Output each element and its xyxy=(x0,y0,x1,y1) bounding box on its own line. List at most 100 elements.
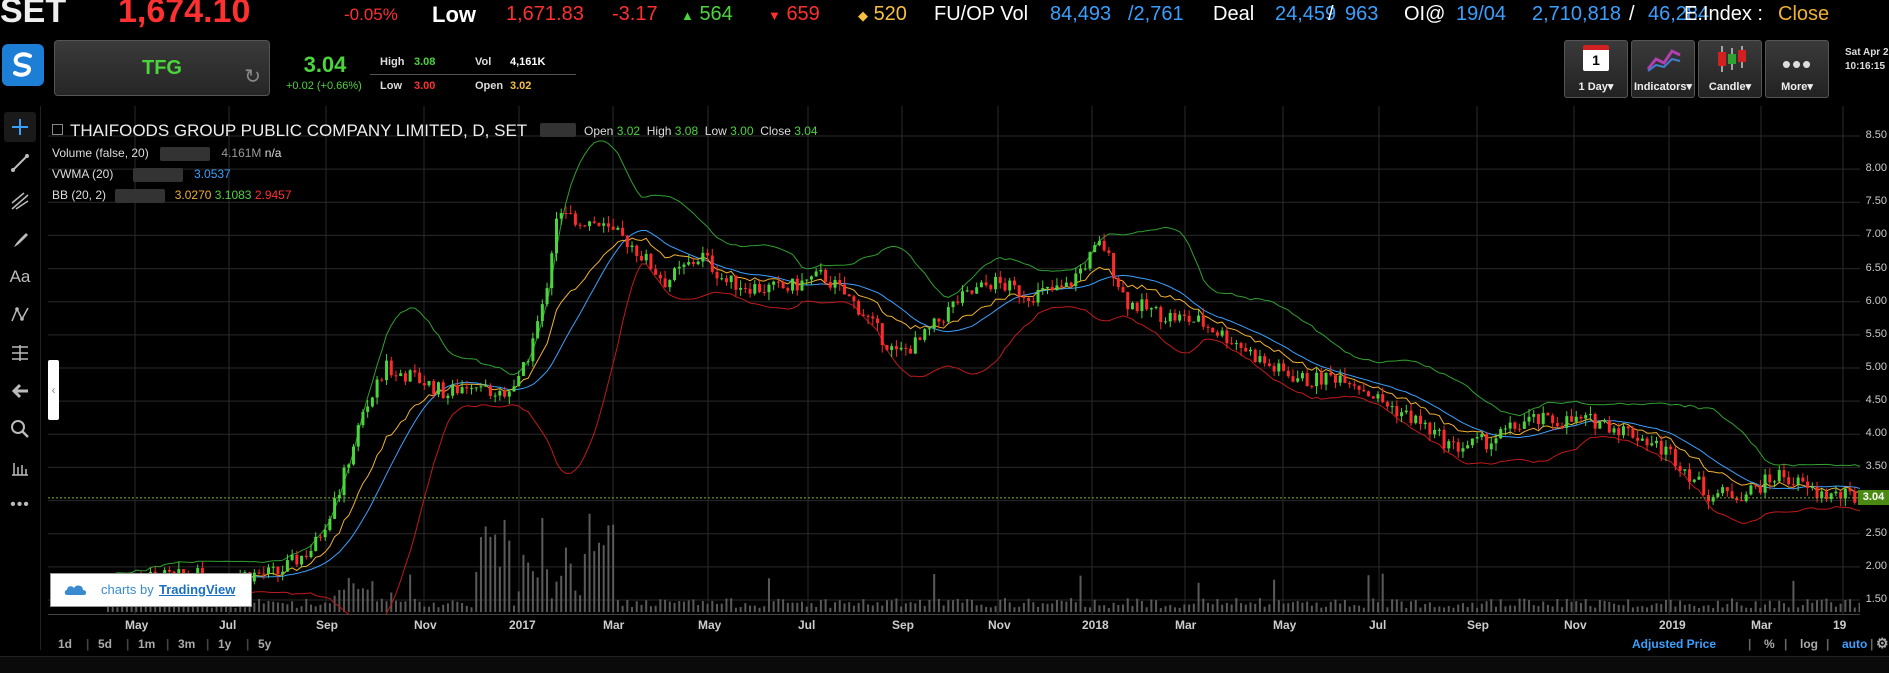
volume-buttons[interactable] xyxy=(160,146,211,161)
volume-bar xyxy=(1173,607,1176,612)
price-axis[interactable]: 8.50 8.00 7.50 7.00 6.50 6.00 5.50 5.00 4.50 4.00… xyxy=(1860,106,1889,614)
range-button-5d[interactable]: 5d xyxy=(98,637,113,651)
tradingview-link[interactable]: TradingView xyxy=(159,582,236,597)
volume-bar xyxy=(201,605,204,612)
ruler-tool[interactable] xyxy=(4,452,36,482)
pattern-tool[interactable] xyxy=(4,300,36,330)
candle-body xyxy=(1824,491,1828,500)
time-tick: May xyxy=(698,618,722,632)
volume-bar xyxy=(1735,601,1738,612)
candle-body xyxy=(1315,372,1319,387)
candle-body xyxy=(1683,469,1687,471)
time-axis[interactable]: May Jul Sep Nov 2017 Mar May Jul Sep Nov 2018 Mar Ma… xyxy=(48,614,1860,635)
price-tick: 5.00 xyxy=(1865,361,1887,373)
text-tool[interactable]: Aa xyxy=(4,262,36,292)
log-toggle[interactable]: log xyxy=(1800,637,1818,651)
candle-body xyxy=(663,278,667,288)
chevron-left-icon: ‹ xyxy=(51,383,56,397)
volume-bar xyxy=(366,589,369,612)
collapse-legend-button[interactable] xyxy=(52,124,63,135)
candle-body xyxy=(1187,315,1191,322)
interval-button[interactable]: 1 1 Day▾ xyxy=(1564,40,1628,98)
volume-bar xyxy=(923,605,926,612)
candle-body xyxy=(1352,384,1356,386)
candle-body xyxy=(1348,382,1352,385)
chart-type-button[interactable]: Candle▾ xyxy=(1698,40,1762,98)
volume-bar xyxy=(970,599,973,612)
candle-body xyxy=(710,255,714,272)
candle-body xyxy=(1022,296,1026,299)
low-value: 3.00 xyxy=(730,124,754,138)
volume-bar xyxy=(305,598,308,612)
adjusted-price-toggle[interactable]: Adjusted Price xyxy=(1632,637,1717,651)
brush-tool[interactable] xyxy=(4,224,36,254)
range-button-1m[interactable]: 1m xyxy=(138,637,156,651)
volume-bar xyxy=(1074,602,1077,612)
vwma-buttons[interactable] xyxy=(132,167,183,182)
volume-bar xyxy=(357,588,360,612)
volume-bar xyxy=(1811,602,1814,612)
volume-bar xyxy=(697,605,700,612)
candle-body xyxy=(970,290,974,294)
volume-bar xyxy=(1579,602,1582,612)
bb-buttons[interactable] xyxy=(115,188,166,203)
range-button-1d[interactable]: 1d xyxy=(58,637,73,651)
indicators-button[interactable]: Indicators▾ xyxy=(1631,40,1695,98)
volume-bar xyxy=(1414,600,1417,612)
bb-mid-value: 3.0270 xyxy=(174,188,212,202)
volume-bar xyxy=(1207,602,1210,612)
candle-body xyxy=(1390,406,1394,408)
time-tick: Jul xyxy=(798,618,816,632)
candle-body xyxy=(1598,421,1602,429)
measure-tool[interactable] xyxy=(4,338,36,368)
vwma-path xyxy=(107,230,1860,583)
settings-icon[interactable]: ⚙ xyxy=(1876,635,1889,651)
candle-body xyxy=(422,383,426,386)
fib-tool[interactable] xyxy=(4,186,36,216)
volume-bar xyxy=(1749,607,1752,612)
toolbar-collapse-handle[interactable]: ‹ xyxy=(48,360,59,420)
zoom-tool[interactable] xyxy=(4,414,36,444)
ohlc-buttons[interactable] xyxy=(540,122,576,137)
range-button-1y[interactable]: 1y xyxy=(218,637,232,651)
refresh-icon[interactable]: ↻ xyxy=(244,66,261,88)
trendline-tool[interactable] xyxy=(4,148,36,178)
app-logo[interactable] xyxy=(2,44,44,86)
candle-body xyxy=(460,387,464,394)
candle-body xyxy=(1546,412,1550,416)
candle-body xyxy=(1673,449,1677,467)
candle-body xyxy=(531,338,535,362)
candle-body xyxy=(857,300,861,315)
candle-body xyxy=(262,573,266,575)
volume-bar xyxy=(1471,602,1474,612)
volume-bar xyxy=(399,601,402,612)
more-button[interactable]: ••• More▾ xyxy=(1765,40,1829,98)
candle-body xyxy=(1725,487,1729,492)
volume-bar xyxy=(1197,582,1200,612)
percent-toggle[interactable]: % xyxy=(1764,637,1775,651)
candle-body xyxy=(1489,443,1493,450)
more-tools[interactable]: ••• xyxy=(4,490,36,520)
volume-bar xyxy=(805,606,808,612)
volume-bar xyxy=(1716,600,1719,612)
candle-body xyxy=(644,253,648,261)
symbol-selector[interactable]: TFG ↻ xyxy=(54,40,270,96)
tradingview-watermark[interactable]: charts by TradingView xyxy=(50,573,252,607)
back-tool[interactable] xyxy=(4,376,36,406)
candle-body xyxy=(932,318,936,329)
volume-bar xyxy=(475,571,478,612)
crosshair-tool[interactable] xyxy=(4,112,36,142)
candle-body xyxy=(625,235,629,248)
candle-body xyxy=(753,284,757,294)
auto-toggle[interactable]: auto xyxy=(1842,637,1868,651)
time-tick: Nov xyxy=(414,618,437,632)
volume-bar xyxy=(531,571,534,612)
price-chart[interactable] xyxy=(48,106,1860,614)
vwma-legend: VWMA (20) 3.0537 xyxy=(52,167,231,182)
range-button-3m[interactable]: 3m xyxy=(178,637,196,651)
volume-bar xyxy=(616,600,619,612)
date-text: Sat Apr 2 xyxy=(1845,47,1889,58)
index-value: 1,674.10 xyxy=(118,0,251,30)
volume-bar xyxy=(1268,604,1271,612)
range-button-5y[interactable]: 5y xyxy=(258,637,272,651)
